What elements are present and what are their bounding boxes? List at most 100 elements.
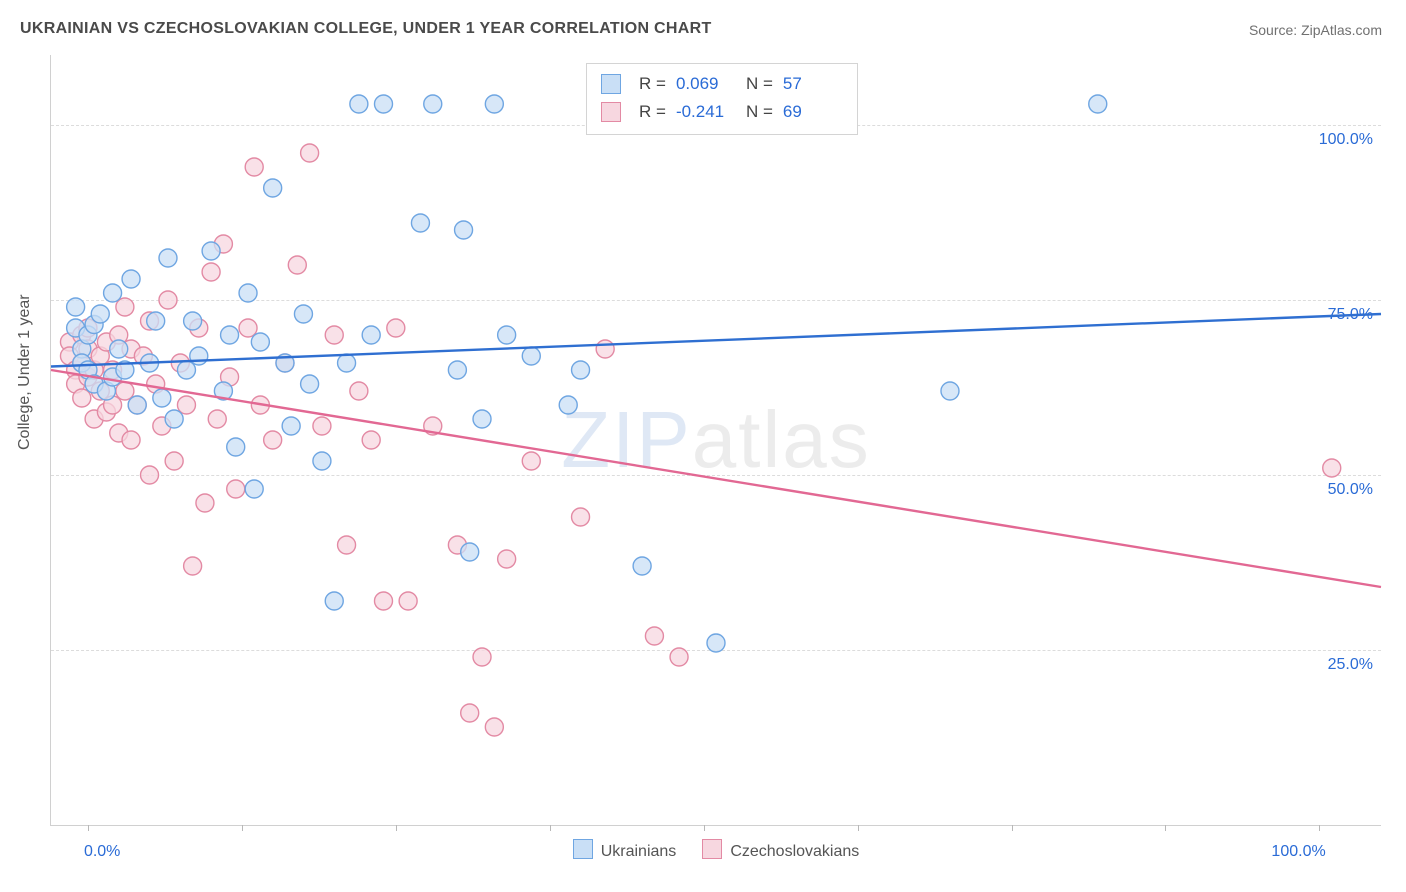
point-czech: [165, 452, 183, 470]
point-ukrainian: [104, 284, 122, 302]
point-ukrainian: [375, 95, 393, 113]
swatch-ukrainians: [601, 74, 621, 94]
x-tick: [704, 825, 705, 831]
x-tick: [858, 825, 859, 831]
point-czech: [485, 718, 503, 736]
point-czech: [313, 417, 331, 435]
point-czech: [572, 508, 590, 526]
point-ukrainian: [227, 438, 245, 456]
source-name: ZipAtlas.com: [1301, 22, 1382, 38]
x-tick: [1319, 825, 1320, 831]
point-czech: [375, 592, 393, 610]
chart-title: UKRAINIAN VS CZECHOSLOVAKIAN COLLEGE, UN…: [20, 20, 712, 38]
point-ukrainian: [245, 480, 263, 498]
point-czech: [1323, 459, 1341, 477]
x-tick: [88, 825, 89, 831]
point-czech: [387, 319, 405, 337]
point-ukrainian: [294, 305, 312, 323]
point-ukrainian: [411, 214, 429, 232]
point-ukrainian: [301, 375, 319, 393]
r-value-uk: 0.069: [676, 70, 736, 98]
point-ukrainian: [202, 242, 220, 260]
point-czech: [301, 144, 319, 162]
point-ukrainian: [184, 312, 202, 330]
x-tick: [1012, 825, 1013, 831]
y-axis-label: College, Under 1 year: [16, 294, 34, 450]
point-czech: [264, 431, 282, 449]
point-ukrainian: [91, 305, 109, 323]
r-label-cz: R =: [639, 98, 666, 126]
legend-label-ukrainians: Ukrainians: [601, 843, 677, 860]
point-ukrainian: [147, 312, 165, 330]
point-ukrainian: [498, 326, 516, 344]
point-ukrainian: [153, 389, 171, 407]
point-ukrainian: [707, 634, 725, 652]
legend-item-ukrainians: Ukrainians: [573, 839, 677, 861]
point-czech: [288, 256, 306, 274]
legend-label-czech: Czechoslovakians: [730, 843, 859, 860]
point-czech: [338, 536, 356, 554]
x-tick: [550, 825, 551, 831]
point-czech: [239, 319, 257, 337]
point-ukrainian: [239, 284, 257, 302]
point-ukrainian: [128, 396, 146, 414]
legend-swatch-czech: [702, 839, 722, 859]
point-ukrainian: [282, 417, 300, 435]
point-ukrainian: [325, 592, 343, 610]
point-czech: [670, 648, 688, 666]
x-tick: [396, 825, 397, 831]
point-czech: [177, 396, 195, 414]
point-czech: [325, 326, 343, 344]
swatch-czech: [601, 102, 621, 122]
point-ukrainian: [190, 347, 208, 365]
point-ukrainian: [251, 333, 269, 351]
n-label-cz: N =: [746, 98, 773, 126]
trendline-czech: [51, 370, 1381, 587]
point-czech: [227, 480, 245, 498]
n-value-uk: 57: [783, 70, 843, 98]
r-value-cz: -0.241: [676, 98, 736, 126]
point-ukrainian: [67, 298, 85, 316]
point-czech: [122, 431, 140, 449]
point-ukrainian: [110, 340, 128, 358]
chart-plot-area: ZIPatlas 25.0%50.0%75.0%100.0% R = 0.069…: [50, 55, 1381, 826]
point-ukrainian: [350, 95, 368, 113]
point-czech: [202, 263, 220, 281]
point-ukrainian: [1089, 95, 1107, 113]
point-ukrainian: [338, 354, 356, 372]
point-ukrainian: [221, 326, 239, 344]
legend-item-czech: Czechoslovakians: [702, 839, 859, 861]
point-czech: [184, 557, 202, 575]
point-ukrainian: [455, 221, 473, 239]
point-czech: [362, 431, 380, 449]
x-tick: [1165, 825, 1166, 831]
x-tick: [242, 825, 243, 831]
point-czech: [116, 382, 134, 400]
bottom-legend: Ukrainians Czechoslovakians: [51, 839, 1381, 861]
source-attribution: Source: ZipAtlas.com: [1249, 22, 1382, 38]
page-root: UKRAINIAN VS CZECHOSLOVAKIAN COLLEGE, UN…: [0, 0, 1406, 892]
point-ukrainian: [485, 95, 503, 113]
point-czech: [116, 298, 134, 316]
point-ukrainian: [941, 382, 959, 400]
point-ukrainian: [165, 410, 183, 428]
point-czech: [399, 592, 417, 610]
stats-row-ukrainians: R = 0.069 N = 57: [601, 70, 843, 98]
point-ukrainian: [559, 396, 577, 414]
point-czech: [473, 648, 491, 666]
stats-row-czech: R = -0.241 N = 69: [601, 98, 843, 126]
point-czech: [208, 410, 226, 428]
point-ukrainian: [473, 410, 491, 428]
point-czech: [522, 452, 540, 470]
point-ukrainian: [159, 249, 177, 267]
correlation-stats-box: R = 0.069 N = 57 R = -0.241 N = 69: [586, 63, 858, 135]
legend-swatch-ukrainians: [573, 839, 593, 859]
point-ukrainian: [633, 557, 651, 575]
point-ukrainian: [572, 361, 590, 379]
point-czech: [141, 466, 159, 484]
n-value-cz: 69: [783, 98, 843, 126]
point-czech: [73, 389, 91, 407]
point-czech: [645, 627, 663, 645]
point-ukrainian: [461, 543, 479, 561]
point-ukrainian: [522, 347, 540, 365]
